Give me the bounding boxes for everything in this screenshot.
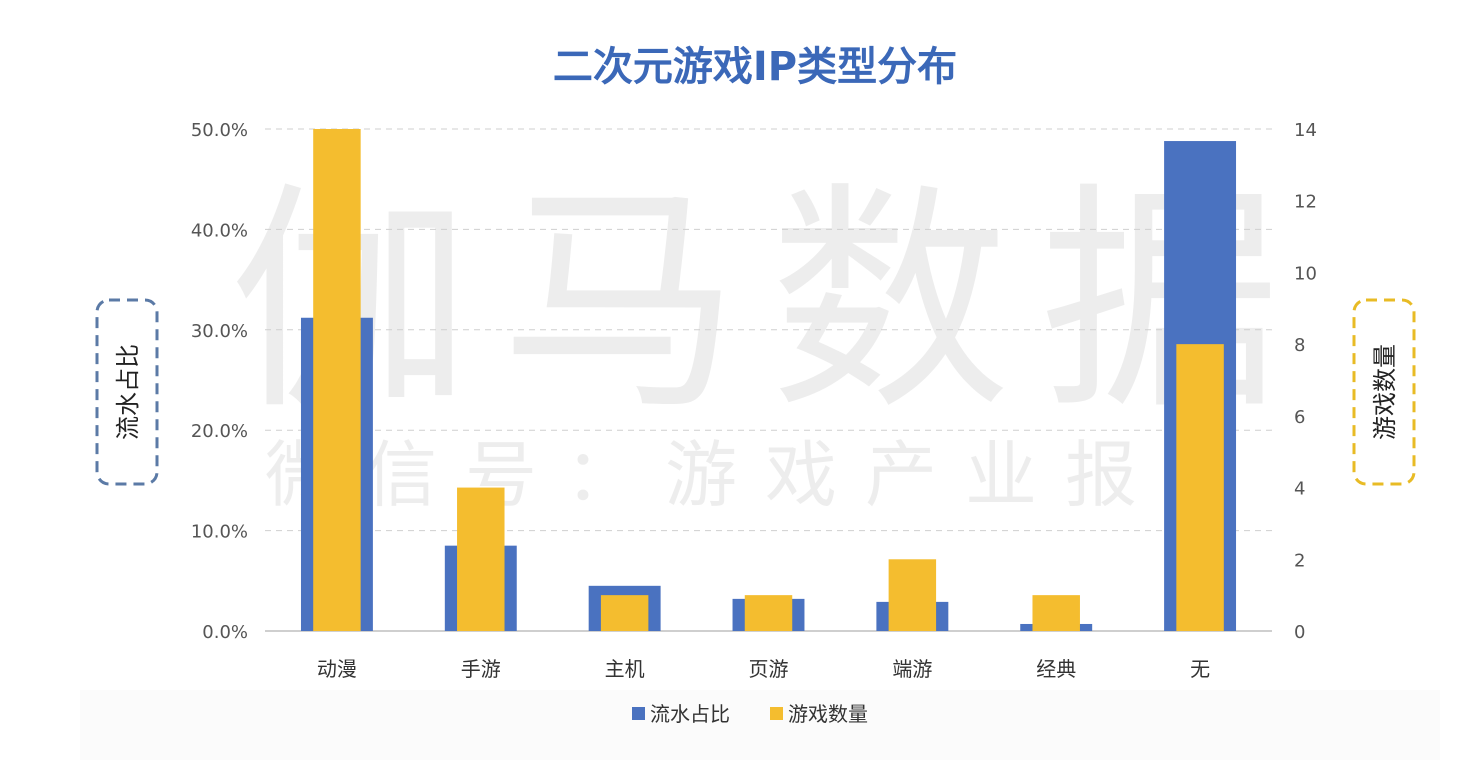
category-label: 页游 [749,657,789,681]
category-label: 经典 [1036,657,1076,681]
left-axis-label-box: 流水占比 [95,298,159,486]
bars [300,129,1237,631]
right-tick-label: 4 [1294,479,1305,500]
right-tick-label: 8 [1294,335,1305,356]
left-tick-label: 10.0% [191,522,248,543]
watermark-main: 伽马数据 [230,162,1310,442]
left-axis-ticks: 0.0% 10.0% 20.0% 30.0% 40.0% 50.0% [191,120,248,643]
left-tick-label: 20.0% [191,421,248,442]
gridlines [265,128,1272,632]
category-label: 手游 [461,657,501,681]
right-tick-label: 14 [1294,120,1317,141]
left-tick-label: 50.0% [191,120,248,141]
legend-label-series1: 流水占比 [650,702,730,726]
right-axis-label-box: 游戏数量 [1352,298,1416,486]
left-tick-label: 40.0% [191,220,248,241]
category-labels: 动漫 手游 主机 页游 端游 经典 无 [317,657,1210,681]
left-axis-label: 流水占比 [114,344,142,440]
category-label: 无 [1190,657,1210,681]
watermark-sub: 微信号：游戏产业报告 [265,433,1265,517]
bar-series2 [1032,595,1080,631]
right-axis-label: 游戏数量 [1371,344,1399,440]
legend-band [80,690,1440,760]
right-tick-label: 0 [1294,622,1305,643]
bar-series2 [744,595,793,631]
legend: 流水占比 游戏数量 [632,702,868,726]
right-tick-label: 12 [1294,192,1317,213]
category-label: 动漫 [317,657,357,681]
left-tick-label: 30.0% [191,321,248,342]
right-axis-ticks: 0 2 4 6 8 10 12 14 [1294,120,1317,643]
legend-swatch-series1 [632,707,645,720]
chart-title: 二次元游戏IP类型分布 [553,44,957,90]
right-tick-label: 10 [1294,263,1317,284]
left-tick-label: 0.0% [202,622,248,643]
right-tick-label: 6 [1294,407,1305,428]
category-label: 端游 [892,657,932,681]
legend-label-series2: 游戏数量 [788,702,868,726]
legend-swatch-series2 [770,707,783,720]
bar-series2 [600,595,649,631]
category-label: 主机 [605,657,645,681]
bar-series2 [1176,344,1224,631]
bar-series2 [457,487,505,631]
bar-series2 [313,129,361,631]
bar-series2 [888,559,937,631]
right-tick-label: 2 [1294,550,1305,571]
watermark: 伽马数据 微信号：游戏产业报告 [230,162,1310,517]
